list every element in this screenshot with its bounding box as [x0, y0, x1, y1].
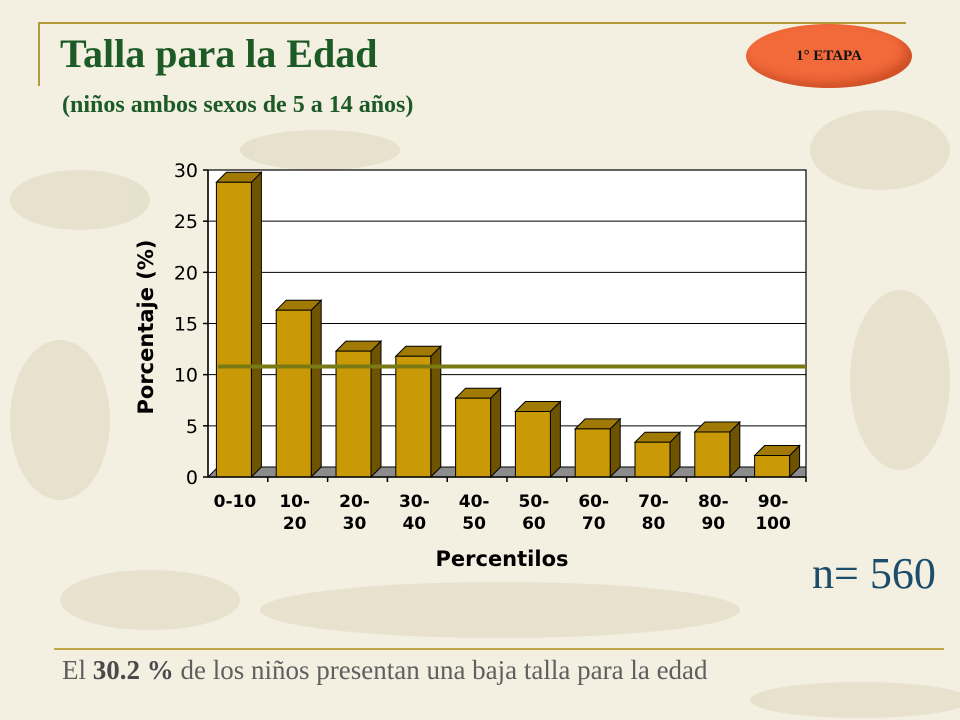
- bar-front: [275, 309, 312, 478]
- header-frame-top: [38, 22, 906, 24]
- bar: [753, 444, 801, 479]
- bar: [693, 420, 742, 479]
- bar-front: [395, 355, 432, 478]
- bar-front: [215, 181, 252, 478]
- bar-front: [634, 441, 671, 478]
- bar: [394, 345, 443, 479]
- y-tick-label: 5: [186, 416, 198, 438]
- y-axis-label: Porcentaje (%): [134, 239, 158, 414]
- bar-side: [490, 386, 502, 479]
- chart-bars: [215, 171, 801, 479]
- bar-front: [455, 397, 492, 478]
- bar-front: [514, 411, 551, 478]
- bar: [514, 400, 562, 479]
- x-tick-label: 90-100: [755, 492, 791, 534]
- sample-size: n= 560: [812, 549, 936, 598]
- x-tick-label: 10-20: [279, 492, 310, 534]
- x-tick-label: 0-10: [214, 492, 257, 512]
- y-tick-label: 30: [174, 160, 198, 182]
- x-tick-label: 40-50: [459, 492, 490, 534]
- bar: [274, 298, 323, 479]
- bar: [633, 430, 682, 479]
- footer-suffix: de los niños presentan una baja talla pa…: [180, 655, 708, 685]
- bar-side: [250, 171, 262, 479]
- x-axis-label: Percentilos: [436, 547, 569, 571]
- chart-y-ticks: 0 5 10 15 20 25 30: [174, 160, 208, 489]
- stage-badge-label: 1° ETAPA: [796, 47, 862, 64]
- stage-badge: 1° ETAPA: [746, 24, 912, 88]
- bar-front: [754, 455, 791, 478]
- bar: [573, 417, 622, 479]
- y-tick-label: 15: [174, 314, 198, 336]
- page-subtitle: (niños ambos sexos de 5 a 14 años): [62, 92, 414, 118]
- x-tick-label: 20-30: [339, 492, 370, 534]
- y-tick-label: 25: [174, 211, 198, 233]
- bar-side: [549, 400, 561, 479]
- y-tick-label: 20: [174, 262, 198, 284]
- chart-x-ticks: 0-10 10-20 20-30 30-40 40-50 50-60 60-70 70-80 8…: [214, 477, 807, 534]
- bar-front: [574, 428, 611, 478]
- x-tick-label: 50-60: [519, 492, 550, 534]
- bar: [334, 339, 383, 479]
- x-tick-label: 70-80: [638, 492, 669, 534]
- bar-side: [370, 339, 382, 479]
- bar-side: [310, 298, 322, 479]
- x-tick-label: 60-70: [578, 492, 609, 534]
- footer-statement: El 30.2 % de los niños presentan una baj…: [62, 655, 708, 686]
- y-tick-label: 0: [186, 467, 198, 489]
- footer-highlight: 30.2 %: [92, 655, 174, 685]
- x-tick-label: 80-90: [698, 492, 729, 534]
- y-tick-label: 10: [174, 365, 198, 387]
- page-title: Talla para la Edad: [60, 31, 378, 76]
- bar-front: [694, 431, 731, 478]
- footer-prefix: El: [62, 655, 86, 685]
- bar: [454, 386, 502, 479]
- header-frame-left: [38, 22, 40, 86]
- footer-divider: [54, 648, 944, 650]
- bar-front: [335, 350, 372, 478]
- bar: [215, 171, 263, 479]
- x-tick-label: 30-40: [399, 492, 430, 534]
